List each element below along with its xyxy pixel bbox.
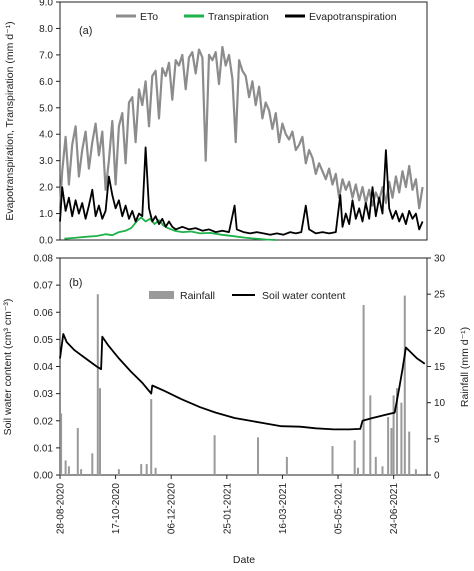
rainfall-bar	[381, 466, 384, 475]
panel-b-y-tick-label-right: 0	[434, 471, 440, 482]
rainfall-bar	[64, 460, 67, 475]
panel-b-y-tick-label-left: 0.03	[34, 389, 54, 400]
panel-b-label: (b)	[69, 277, 82, 289]
rainfall-bar	[60, 413, 63, 475]
panel-b-y-tick-label-right: 15	[434, 362, 446, 373]
rainfall-bar	[414, 469, 417, 475]
x-axis-title: Date	[233, 554, 255, 566]
panel-a-y-tick-label: 9.0	[39, 0, 53, 9]
panel-a: (a) Evapotranspiration, Transpiration (m…	[4, 0, 428, 247]
rainfall-bar	[285, 456, 288, 475]
rainfall-bar	[374, 456, 377, 475]
panel-b-legend: Rainfall Soil water content	[149, 290, 346, 302]
panel-b-x-tick-label: 24-06-2021	[389, 483, 400, 535]
legend-label-soil-water-content: Soil water content	[262, 290, 346, 302]
rainfall-bar	[257, 437, 259, 475]
panel-b-y-tick-label-right: 25	[434, 290, 446, 301]
rainfall-bar	[369, 395, 372, 475]
rainfall-bar	[91, 453, 94, 475]
panel-b-y-tick-label-left: 0.07	[34, 281, 54, 292]
panel-a-y-tick-label: 6.0	[39, 77, 53, 88]
legend-label-transpiration: Transpiration	[208, 11, 269, 23]
rainfall-bar	[76, 428, 79, 475]
panel-b-y-tick-label-left: 0.00	[34, 471, 54, 482]
panel-a-y-tick-label: 1.0	[39, 209, 53, 220]
rainfall-bar	[357, 467, 359, 475]
panel-b-y-tick-label-left: 0.08	[34, 254, 54, 265]
rainfall-bar	[96, 294, 99, 475]
rainfall-bar	[145, 464, 148, 475]
rainfall-bar	[67, 466, 70, 475]
series-line-transpiration	[64, 216, 276, 241]
panel-b-y-tick-label-right: 10	[434, 398, 446, 409]
panel-a-label: (a)	[79, 25, 92, 37]
panel-b-frame	[59, 257, 428, 476]
series-line-eto	[58, 45, 424, 210]
panel-a-y-tick-label: 5.0	[39, 103, 53, 114]
rainfall-bar	[213, 435, 216, 475]
panel-b-y-tick-label-left: 0.02	[34, 416, 54, 427]
rainfall-bar	[150, 399, 153, 475]
rainfall-bar	[117, 469, 120, 475]
panel-a-legend: ETo Transpiration Evapotranspiration	[116, 11, 397, 23]
panel-a-frame	[59, 1, 428, 241]
rainfall-bar	[387, 417, 390, 475]
legend-label-evapotranspiration: Evapotranspiration	[309, 11, 397, 23]
legend-label-rainfall: Rainfall	[180, 290, 215, 302]
rainfall-bar	[80, 469, 83, 475]
rainfall-bar	[331, 446, 334, 475]
panel-b-y-tick-label-left: 0.06	[34, 308, 54, 319]
panel-b: (b) Soil water content (cm³ cm⁻³) Rainfa…	[2, 254, 471, 567]
rainfall-bar	[140, 464, 143, 475]
panel-a-ylabel: Evapotranspiration, Transpiration (mm d⁻…	[4, 21, 16, 220]
rainfall-bar	[362, 305, 365, 475]
panel-b-y-ticks-left: 0.00 0.01 0.02 0.03 0.04 0.05 0.06 0.07 0.08	[34, 254, 60, 482]
panel-b-y-tick-label-left: 0.01	[34, 443, 54, 454]
panel-a-y-tick-label: 0.0	[39, 236, 53, 247]
panel-b-y-tick-label-left: 0.05	[34, 335, 54, 346]
rainfall-bar	[392, 395, 395, 475]
panel-b-y-tick-label-right: 5	[434, 434, 440, 445]
series-line-soil-water-content	[59, 333, 426, 431]
rainfall-bar	[403, 295, 406, 475]
panel-b-x-tick-label: 06-12-2020	[167, 483, 178, 535]
rainfall-bar	[390, 428, 393, 475]
panel-a-y-tick-label: 3.0	[39, 156, 53, 167]
panel-b-y-tick-label-right: 30	[434, 254, 446, 265]
rainfall-bar	[408, 431, 411, 475]
rainfall-bar	[99, 388, 101, 475]
panel-a-y-tick-label: 2.0	[39, 183, 53, 194]
panel-b-x-tick-label: 28-08-2020	[56, 483, 67, 535]
rainfall-bar	[396, 388, 398, 475]
panel-b-ylabel-right: Rainfall (mm d⁻¹)	[459, 327, 471, 407]
rainfall-bar	[400, 402, 403, 475]
panel-b-x-tick-label: 17-10-2020	[111, 483, 122, 535]
rainfall-bar	[154, 467, 157, 475]
panel-b-y-ticks-right: 0 5 10 15 20 25 30	[427, 254, 446, 482]
panel-b-x-ticks: 28-08-2020 17-10-2020 06-12-2020 25-01-2021…	[56, 475, 400, 535]
panel-b-series	[59, 294, 426, 475]
panel-a-y-ticks: 0.0 1.0 2.0 3.0 4.0 5.0 6.0 7.0 8.0 9.0	[39, 0, 60, 247]
panel-b-x-tick-label: 05-05-2021	[334, 483, 345, 535]
panel-a-series	[58, 45, 424, 241]
panel-a-y-tick-label: 4.0	[39, 130, 53, 141]
legend-label-eto: ETo	[140, 11, 158, 23]
panel-b-ylabel-left: Soil water content (cm³ cm⁻³)	[2, 299, 14, 436]
panel-b-y-tick-label-left: 0.04	[34, 362, 54, 373]
panel-a-y-tick-label: 7.0	[39, 50, 53, 61]
panel-a-y-tick-label: 8.0	[39, 24, 53, 35]
panel-b-x-tick-label: 25-01-2021	[222, 483, 233, 535]
legend-swatch-rainfall	[149, 291, 174, 299]
rainfall-bar	[353, 440, 356, 475]
panel-b-x-tick-label: 16-03-2021	[278, 483, 289, 535]
panel-b-y-tick-label-right: 20	[434, 326, 446, 337]
series-line-evapotranspiration	[59, 146, 424, 236]
